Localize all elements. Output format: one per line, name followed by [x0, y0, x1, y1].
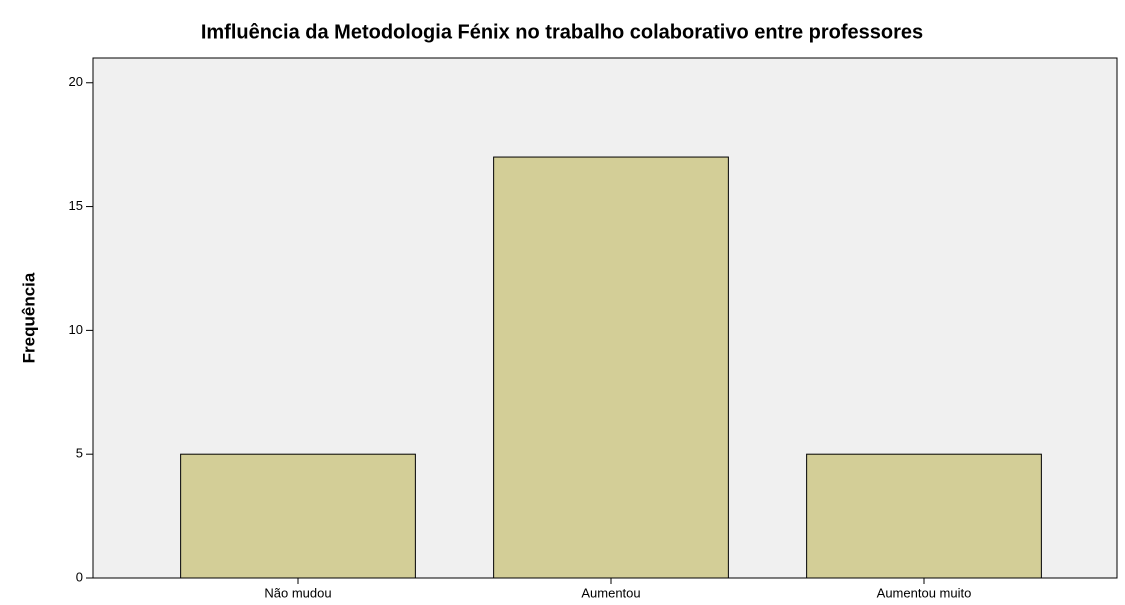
bar — [493, 156, 729, 579]
y-tick-label: 0 — [76, 569, 83, 584]
y-axis-label: Frequência — [19, 272, 38, 363]
chart-title: Imfluência da Metodologia Fénix no traba… — [201, 21, 923, 43]
y-tick-label: 10 — [69, 322, 83, 337]
x-tick-label: Não mudou — [264, 585, 331, 600]
bar — [180, 453, 416, 579]
x-tick-label: Aumentou muito — [877, 585, 972, 600]
bar — [806, 453, 1042, 579]
x-tick-label: Aumentou — [581, 585, 640, 600]
y-tick-label: 20 — [69, 74, 83, 89]
y-tick-label: 5 — [76, 446, 83, 461]
y-tick-label: 15 — [69, 198, 83, 213]
